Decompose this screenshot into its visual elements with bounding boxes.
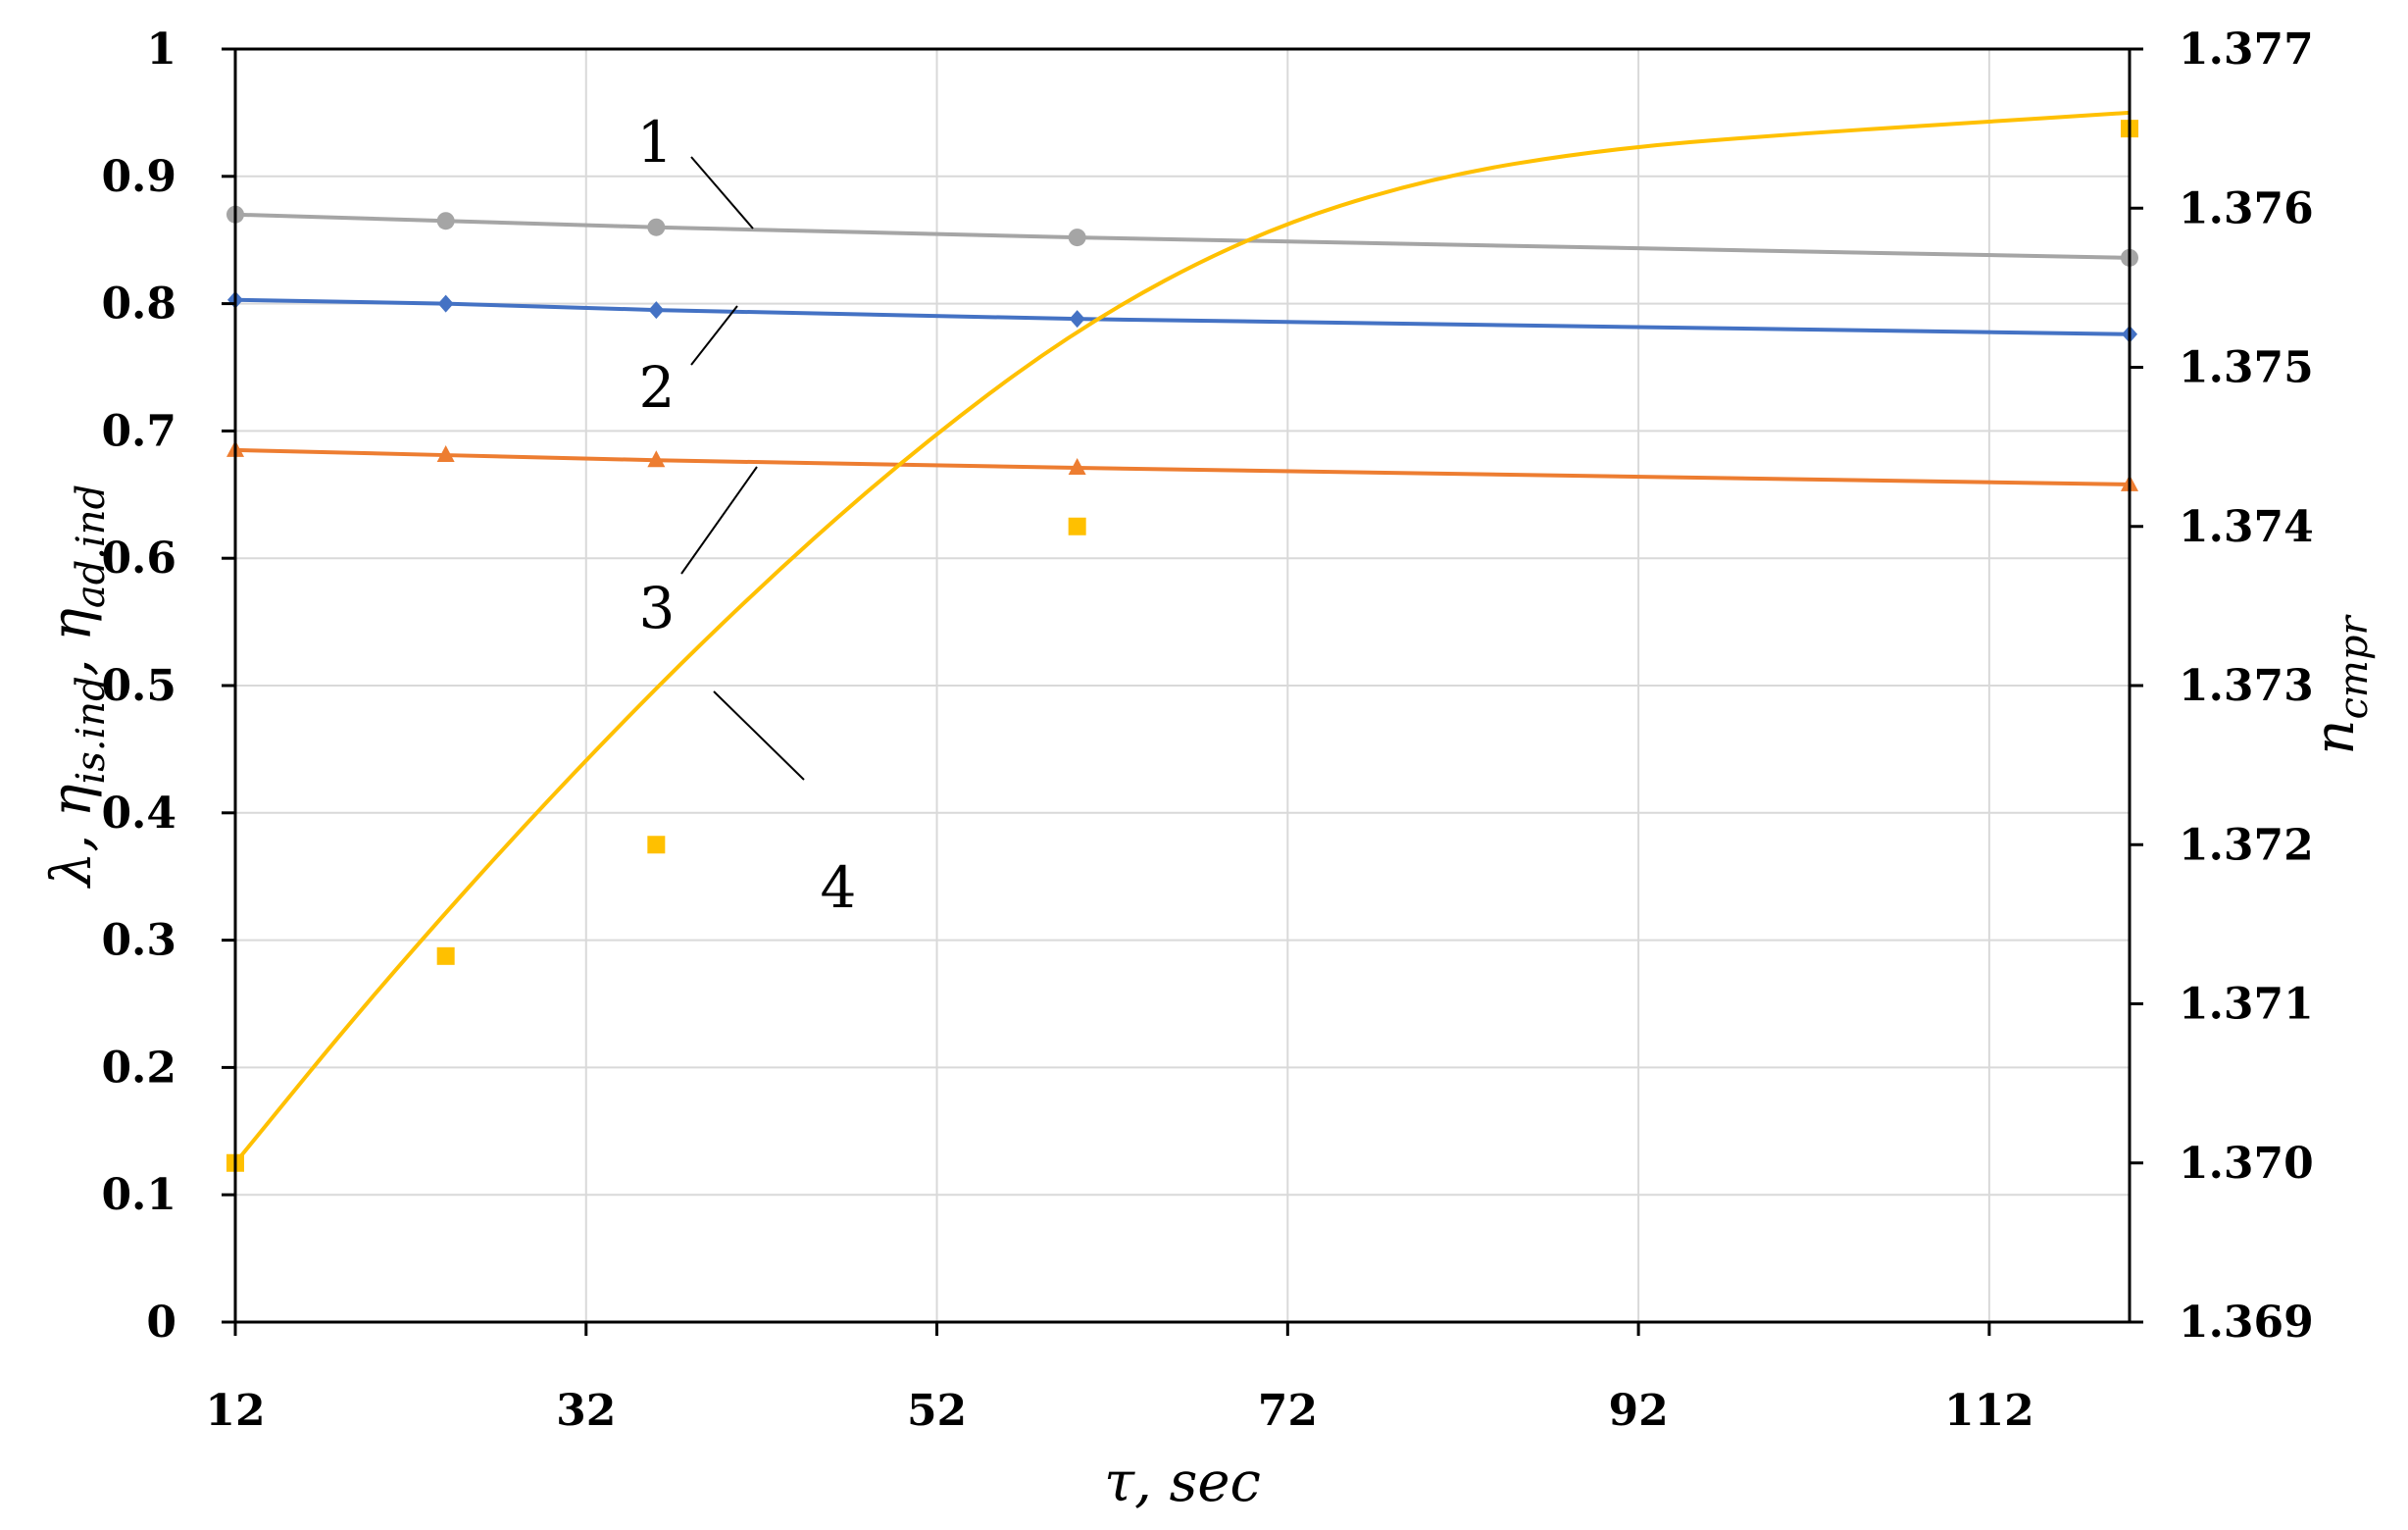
series-line	[234, 297, 2131, 336]
y-left-tick-label: 0	[146, 1298, 176, 1348]
y-left-tick-label: 0.7	[101, 406, 176, 456]
x-axis-title: τ, sec	[1104, 1451, 1261, 1514]
data-point	[647, 218, 666, 236]
series-4	[226, 110, 2138, 1172]
callouts: 1 2 3 4	[637, 109, 857, 921]
y-right-tick-label: 1.376	[2179, 183, 2314, 233]
x-tick-label: 12	[205, 1386, 265, 1436]
subscript: ad.ind	[69, 484, 114, 608]
y-right-tick-label: 1.372	[2179, 820, 2314, 870]
y-right-tick-label: 1.369	[2179, 1298, 2314, 1348]
x-tick-label: 112	[1944, 1386, 2034, 1436]
data-point	[436, 946, 455, 965]
callout-leader	[690, 156, 754, 230]
data-point	[648, 301, 665, 320]
y-right-tick-label: 1.370	[2179, 1139, 2314, 1189]
y-left-tick-label: 0.5	[101, 661, 176, 711]
data-point	[1068, 229, 1086, 247]
data-point	[437, 294, 454, 313]
series-line	[234, 212, 2131, 260]
y-right-tick-label: 1.375	[2179, 343, 2314, 393]
y-right-axis-title: ncmpr	[2303, 614, 2377, 755]
y-right-tick-label: 1.374	[2179, 502, 2314, 552]
series-2	[227, 290, 2137, 343]
x-tick-label: 52	[907, 1386, 967, 1436]
data-point	[436, 212, 455, 230]
y-right-tick-label: 1.373	[2179, 661, 2314, 711]
y-left-tick-label: 0.3	[101, 916, 176, 966]
y-left-tick-label: 1	[146, 25, 176, 75]
data-point	[1069, 310, 1085, 329]
y-left-tick-label: 0.4	[101, 789, 176, 839]
title-part: , η	[40, 608, 104, 676]
y-right-tick-label: 1.371	[2179, 980, 2314, 1030]
y-left-tick-label: 0.2	[101, 1043, 176, 1093]
series-line	[234, 447, 2131, 486]
y-left-tick-label: 0.6	[101, 534, 176, 584]
data-point	[1068, 458, 1086, 476]
x-tick-label: 72	[1258, 1386, 1318, 1436]
grid	[235, 49, 2130, 1322]
x-tick-label: 32	[556, 1386, 616, 1436]
data-point	[436, 445, 455, 463]
labels: 0 0.1 0.2 0.3 0.4 0.5 0.6 0.7 0.8 0.9 1 1.369 1.370 1…	[40, 25, 2377, 1514]
y-right-tick-label: 1.377	[2179, 25, 2314, 75]
data-point	[1068, 517, 1086, 536]
data-point	[647, 836, 666, 854]
series-callout-label: 4	[821, 854, 857, 921]
callout-leader	[680, 466, 758, 575]
series-layer	[226, 110, 2138, 1172]
subscript: is.ind	[69, 676, 114, 784]
subscript: cmpr	[2332, 614, 2377, 720]
series-3	[226, 439, 2138, 491]
series-callout-label: 3	[639, 575, 676, 641]
series-callout-label: 1	[637, 109, 674, 176]
series-callout-label: 2	[639, 354, 676, 421]
series-trend-line	[233, 110, 2131, 1165]
y-left-tick-label: 0.8	[101, 280, 176, 330]
callout-leader	[713, 690, 805, 781]
callout-leader	[690, 305, 738, 366]
series-1	[226, 205, 2138, 267]
axes	[222, 47, 2143, 1336]
x-tick-label: 92	[1608, 1386, 1668, 1436]
y-left-axis-title: λ, ηis.ind, ηad.ind	[40, 484, 114, 889]
title-part: λ, η	[40, 785, 104, 890]
y-left-tick-label: 0.1	[101, 1170, 176, 1220]
y-left-tick-label: 0.9	[101, 152, 176, 202]
data-point	[647, 450, 666, 468]
title-part: n	[2303, 719, 2367, 754]
